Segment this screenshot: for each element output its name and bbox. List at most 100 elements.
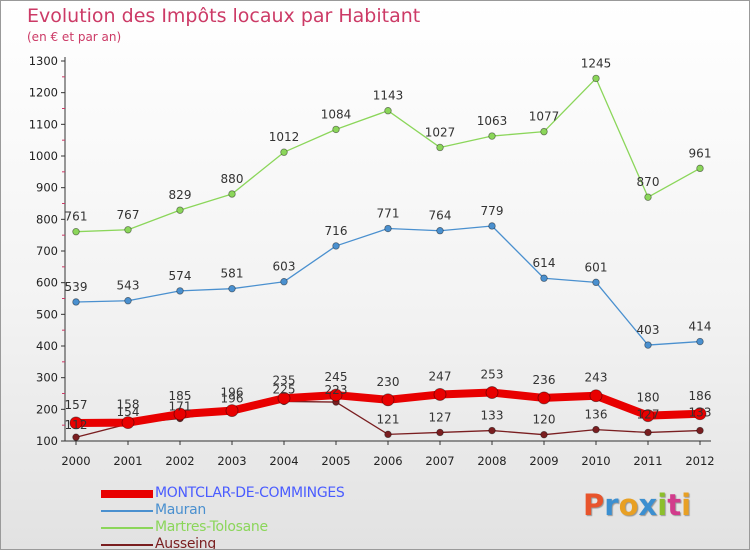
data-point-ausseing <box>488 426 496 435</box>
legend-label: Ausseing <box>155 536 216 550</box>
data-label-ausseing: 154 <box>117 405 140 419</box>
data-point-montclar-de-comminges <box>693 407 707 421</box>
data-label-mauran: 716 <box>325 224 348 238</box>
data-point-ausseing <box>644 428 652 437</box>
data-label-martres-tolosane: 1027 <box>425 125 456 139</box>
data-label-martres-tolosane: 1245 <box>581 56 612 70</box>
data-point-montclar-de-comminges <box>537 391 551 405</box>
legend-label: MONTCLAR-DE-COMMINGES <box>155 485 345 501</box>
data-point-montclar-de-comminges <box>381 393 395 407</box>
data-label-montclar-de-comminges: 247 <box>429 369 452 383</box>
data-label-martres-tolosane: 1077 <box>529 110 560 124</box>
data-label-ausseing: 136 <box>585 408 608 422</box>
data-label-ausseing: 112 <box>65 418 88 432</box>
y-tick-label: 500 <box>36 307 58 321</box>
data-label-montclar-de-comminges: 185 <box>169 389 192 403</box>
x-tick-label: 2005 <box>321 454 350 468</box>
logo-letter: r <box>604 488 619 522</box>
data-point-mauran <box>176 287 184 295</box>
data-label-mauran: 581 <box>221 267 244 281</box>
y-tick-label: 1000 <box>29 149 58 163</box>
series-line-mauran <box>75 225 701 346</box>
data-point-martres-tolosane <box>540 127 548 136</box>
y-tick-label: 1200 <box>29 86 58 100</box>
data-label-montclar-de-comminges: 253 <box>481 368 504 382</box>
x-tick-label: 2011 <box>633 454 662 468</box>
data-label-mauran: 601 <box>585 260 608 274</box>
x-tick-label: 2001 <box>113 454 142 468</box>
data-label-mauran: 603 <box>273 260 296 274</box>
data-label-ausseing: 127 <box>429 410 452 424</box>
logo-letter: P <box>583 488 605 522</box>
logo-letter: o <box>618 488 639 522</box>
legend-swatch <box>101 490 153 498</box>
data-label-mauran: 414 <box>689 320 712 334</box>
legend-swatch <box>101 510 153 512</box>
data-label-martres-tolosane: 1084 <box>321 107 352 121</box>
data-point-mauran <box>124 297 132 305</box>
data-label-mauran: 539 <box>65 280 88 294</box>
data-point-ausseing <box>384 430 392 439</box>
x-tick-label: 2002 <box>165 454 194 468</box>
series-layer <box>69 74 707 441</box>
data-point-martres-tolosane <box>72 227 80 236</box>
data-label-ausseing: 121 <box>377 412 400 426</box>
y-tick-label: 300 <box>36 371 58 385</box>
data-label-martres-tolosane: 961 <box>689 146 712 160</box>
data-point-montclar-de-comminges <box>433 388 447 401</box>
data-point-mauran <box>592 278 600 287</box>
proxiti-logo: Proxiti <box>583 488 691 522</box>
data-labels-layer: 761 767 829 880 1012 1084 1143 1027 1063 1077 1245… <box>65 56 712 432</box>
y-tick-label: 800 <box>36 212 58 226</box>
data-point-montclar-de-comminges <box>277 391 291 405</box>
data-label-ausseing: 120 <box>533 413 556 427</box>
legend-swatch <box>101 544 153 546</box>
data-label-martres-tolosane: 1063 <box>477 114 508 128</box>
y-tick-label: 900 <box>36 181 58 195</box>
data-point-martres-tolosane <box>176 206 184 214</box>
data-point-martres-tolosane <box>436 143 444 152</box>
data-label-mauran: 403 <box>637 323 660 337</box>
data-label-montclar-de-comminges: 196 <box>221 386 244 400</box>
data-point-ausseing <box>696 426 704 435</box>
legend-label: Martres-Tolosane <box>155 519 268 535</box>
data-point-martres-tolosane <box>280 148 288 156</box>
x-tick-label: 2003 <box>217 454 246 468</box>
y-tick-label: 1300 <box>29 54 58 68</box>
data-point-ausseing <box>72 433 80 441</box>
data-label-martres-tolosane: 880 <box>221 172 244 186</box>
x-tick-label: 2012 <box>685 454 714 468</box>
data-point-mauran <box>696 337 704 346</box>
data-label-montclar-de-comminges: 235 <box>273 373 296 387</box>
data-point-montclar-de-comminges <box>121 416 135 430</box>
y-tick-label: 700 <box>36 244 58 258</box>
x-tick-label: 2004 <box>269 454 298 468</box>
data-point-martres-tolosane <box>488 132 496 140</box>
data-label-mauran: 771 <box>377 207 400 221</box>
y-tick-label: 100 <box>36 434 58 448</box>
x-tick-label: 2000 <box>61 454 90 468</box>
x-tick-label: 2008 <box>477 454 506 468</box>
x-tick-label: 2006 <box>373 454 402 468</box>
data-point-martres-tolosane <box>592 74 600 83</box>
x-tick-label: 2009 <box>529 454 558 468</box>
data-label-ausseing: 133 <box>481 409 504 423</box>
data-label-ausseing: 225 <box>273 382 296 396</box>
chart-subtitle: (en € et par an) <box>27 30 122 44</box>
chart-title: Evolution des Impôts locaux par Habitant <box>27 5 421 27</box>
data-label-martres-tolosane: 870 <box>637 175 660 189</box>
data-label-martres-tolosane: 829 <box>169 188 192 202</box>
data-point-martres-tolosane <box>696 164 704 173</box>
data-label-montclar-de-comminges: 245 <box>325 370 348 384</box>
data-label-martres-tolosane: 767 <box>117 208 140 222</box>
data-point-montclar-de-comminges <box>641 409 655 423</box>
logo-letter: i <box>681 488 692 522</box>
data-point-mauran <box>228 284 236 293</box>
data-point-ausseing <box>592 425 600 434</box>
data-point-mauran <box>436 227 444 235</box>
axes: 100 200 300 400 500 600 700 800 900 1000 1100 1200 1… <box>29 54 715 468</box>
data-label-mauran: 779 <box>481 204 504 218</box>
data-point-mauran <box>280 278 288 286</box>
data-label-mauran: 543 <box>117 279 140 293</box>
